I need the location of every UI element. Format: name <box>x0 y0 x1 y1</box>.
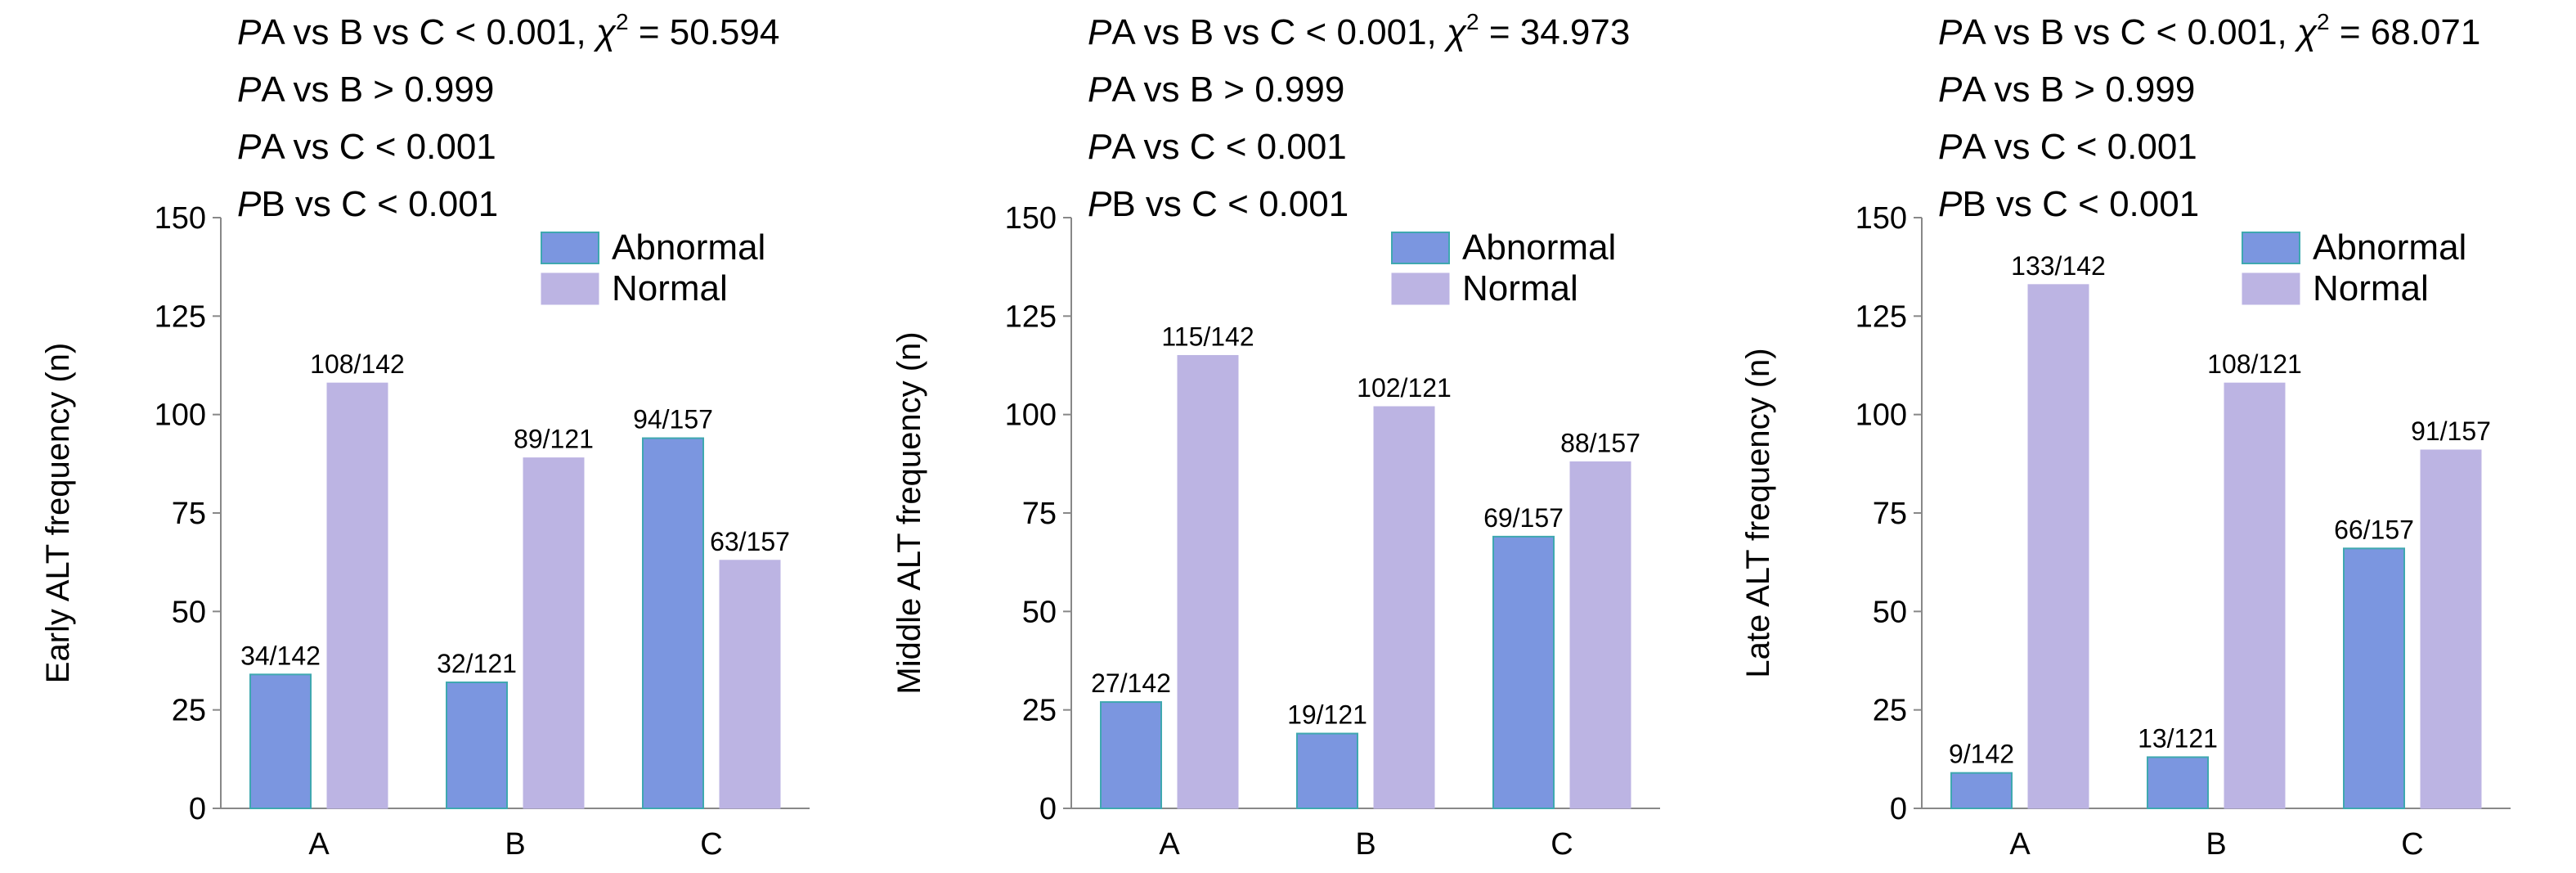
x-tick-label: A <box>308 827 330 862</box>
stat-line-3: PA vs C < 0.001 <box>1938 127 2197 167</box>
bar-abnormal-b <box>1296 732 1358 810</box>
legend-label-abnormal: Abnormal <box>1462 227 1616 268</box>
y-tick-label: 150 <box>1005 201 1057 236</box>
x-tick-label: C <box>2401 827 2423 862</box>
x-tick-label: B <box>2206 827 2226 862</box>
data-label-abnormal-c: 66/157 <box>2334 515 2414 544</box>
y-tick-label: 75 <box>1022 497 1057 531</box>
stat-line-2: PA vs B > 0.999 <box>1938 70 2195 110</box>
legend-swatch-abnormal <box>541 232 599 264</box>
data-label-abnormal-a: 27/142 <box>1091 668 1171 698</box>
y-tick-label: 25 <box>1873 694 1907 728</box>
data-label-abnormal-a: 9/142 <box>1949 740 2014 769</box>
data-label-normal-b: 89/121 <box>514 425 594 454</box>
bar-normal-c <box>2420 449 2482 809</box>
bar-abnormal-a <box>249 673 312 810</box>
data-label-normal-a: 115/142 <box>1161 322 1254 351</box>
data-label-normal-b: 102/121 <box>1357 373 1452 403</box>
x-tick-label: A <box>1159 827 1180 862</box>
legend-swatch-abnormal <box>2242 232 2300 264</box>
data-label-abnormal-a: 34/142 <box>240 641 321 670</box>
legend-label-normal: Normal <box>612 268 728 308</box>
y-tick-label: 150 <box>1856 201 1907 236</box>
stat-line-3: PA vs C < 0.001 <box>237 127 496 167</box>
y-tick-label: 100 <box>1856 398 1907 433</box>
stat-line-1: PA vs B vs C < 0.001, χ2 = 34.973 <box>1088 9 1630 52</box>
bar-abnormal-a <box>1950 772 2013 809</box>
data-label-normal-a: 108/142 <box>310 349 405 379</box>
data-label-normal-b: 108/121 <box>2207 349 2302 379</box>
bar-normal-a <box>2027 284 2089 809</box>
x-tick-label: B <box>505 827 525 862</box>
chart-panel-1: 0 25 50 75 100 125 150 Early ALT frequency (n) P… <box>40 9 810 862</box>
data-label-normal-c: 88/157 <box>1560 428 1640 457</box>
y-tick-label: 125 <box>1005 299 1057 334</box>
y-tick-label: 75 <box>1873 497 1907 531</box>
y-tick-label: 0 <box>189 792 206 826</box>
stat-line-4: PB vs C < 0.001 <box>1938 184 2199 224</box>
bar-normal-a <box>326 382 388 809</box>
legend-swatch-normal <box>2242 272 2300 305</box>
bar-abnormal-c <box>1492 535 1555 809</box>
data-label-normal-a: 133/142 <box>2011 251 2106 281</box>
bar-normal-a <box>1177 354 1239 809</box>
y-tick-label: 0 <box>1890 792 1907 826</box>
y-tick-label: 75 <box>172 497 206 531</box>
chart-panel-2: 0 25 50 75 100 125 150 Middle ALT frequency (n)… <box>891 9 1660 862</box>
legend-label-normal: Normal <box>2313 268 2429 308</box>
y-tick-label: 125 <box>1856 299 1907 334</box>
y-tick-label: 50 <box>1873 595 1907 629</box>
bar-normal-b <box>523 457 585 809</box>
x-tick-label: C <box>1551 827 1573 862</box>
stat-line-3: PA vs C < 0.001 <box>1088 127 1347 167</box>
stat-line-1: PA vs B vs C < 0.001, χ2 = 50.594 <box>237 9 779 52</box>
bar-abnormal-b <box>446 681 508 809</box>
bar-normal-c <box>719 560 781 809</box>
stat-line-2: PA vs B > 0.999 <box>1088 70 1344 110</box>
y-tick-label: 150 <box>155 201 206 236</box>
y-tick-label: 100 <box>155 398 206 433</box>
y-tick-label: 50 <box>1022 595 1057 629</box>
x-tick-label: C <box>700 827 722 862</box>
x-tick-label: A <box>2009 827 2031 862</box>
bar-normal-b <box>1373 406 1435 809</box>
bar-abnormal-a <box>1100 701 1162 809</box>
bar-abnormal-b <box>2147 756 2209 810</box>
y-tick-label: 0 <box>1039 792 1057 826</box>
y-tick-label: 50 <box>172 595 206 629</box>
y-axis-label: Middle ALT frequency (n) <box>891 331 927 694</box>
y-axis-label: Late ALT frequency (n) <box>1740 348 1776 677</box>
data-label-normal-c: 63/157 <box>710 527 790 556</box>
stat-line-2: PA vs B > 0.999 <box>237 70 494 110</box>
bar-abnormal-c <box>2343 547 2405 809</box>
data-label-abnormal-b: 32/121 <box>437 649 517 678</box>
y-axis-label: Early ALT frequency (n) <box>40 343 76 683</box>
stat-line-4: PB vs C < 0.001 <box>1088 184 1349 224</box>
bar-normal-b <box>2224 382 2286 809</box>
data-label-abnormal-b: 19/121 <box>1287 700 1367 730</box>
bar-abnormal-c <box>642 437 704 810</box>
data-label-abnormal-b: 13/121 <box>2138 723 2218 753</box>
stat-line-4: PB vs C < 0.001 <box>237 184 498 224</box>
legend-swatch-normal <box>541 272 599 305</box>
stat-line-1: PA vs B vs C < 0.001, χ2 = 68.071 <box>1938 9 2480 52</box>
legend-swatch-normal <box>1391 272 1450 305</box>
x-tick-label: B <box>1355 827 1376 862</box>
y-tick-label: 25 <box>1022 694 1057 728</box>
y-tick-label: 125 <box>155 299 206 334</box>
legend-label-abnormal: Abnormal <box>2313 227 2466 268</box>
legend-label-normal: Normal <box>1462 268 1578 308</box>
y-tick-label: 100 <box>1005 398 1057 433</box>
data-label-normal-c: 91/157 <box>2411 416 2491 446</box>
data-label-abnormal-c: 94/157 <box>633 405 713 434</box>
bar-normal-c <box>1569 461 1631 809</box>
y-tick-label: 25 <box>172 694 206 728</box>
chart-panel-3: 0 25 50 75 100 125 150 Late ALT frequency (n) PA… <box>1740 9 2511 862</box>
legend-label-abnormal: Abnormal <box>612 227 765 268</box>
data-label-abnormal-c: 69/157 <box>1483 503 1564 533</box>
legend-swatch-abnormal <box>1391 232 1450 264</box>
